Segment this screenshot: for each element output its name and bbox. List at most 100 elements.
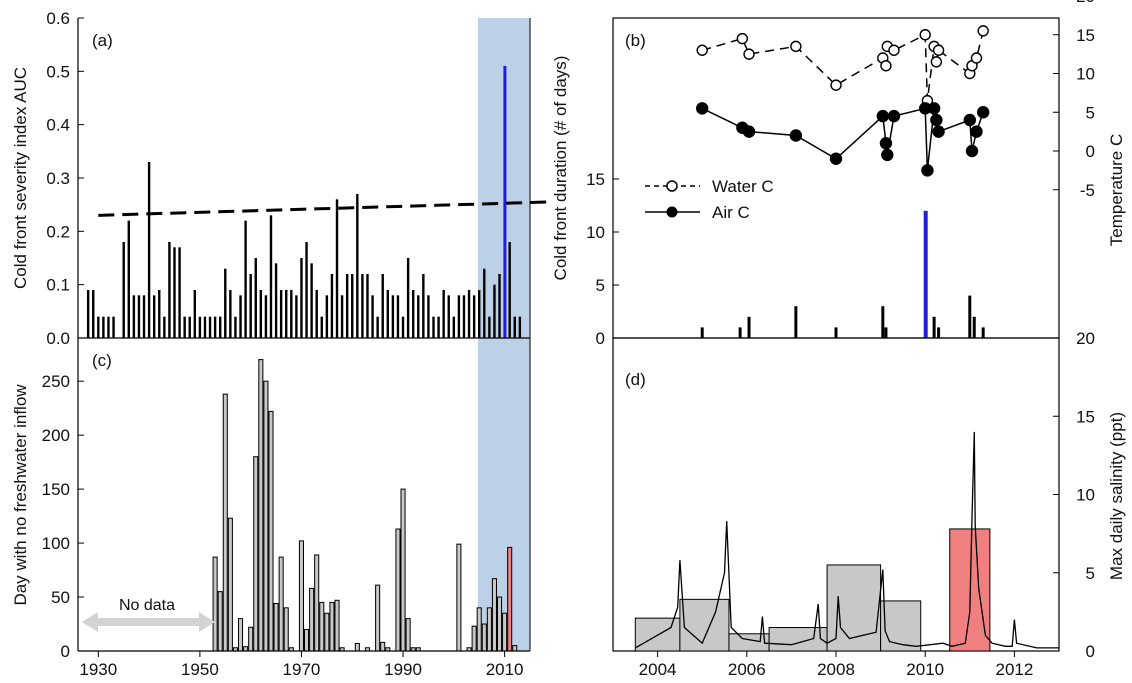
bar-a xyxy=(279,290,283,338)
bar-c xyxy=(456,543,462,652)
bar-a xyxy=(442,290,445,338)
bar-c xyxy=(278,556,284,652)
y-tick-label-c: 0 xyxy=(61,642,70,661)
bar-a xyxy=(345,274,349,338)
y-tick-label-c: 200 xyxy=(42,426,70,445)
bar-a xyxy=(92,290,95,338)
y-tick-label-c: 50 xyxy=(51,588,70,607)
bar-c xyxy=(491,578,497,652)
air-temp-point xyxy=(932,125,945,138)
x-tick-label-c: 1950 xyxy=(181,660,219,679)
bar-a xyxy=(457,295,461,338)
bar-a xyxy=(335,199,339,338)
water-temp-point xyxy=(930,56,943,68)
bar-c xyxy=(237,618,244,652)
y-tick-label-a: 0.0 xyxy=(46,329,70,348)
legend-label-air: Air C xyxy=(712,203,750,222)
bar-a xyxy=(193,290,197,338)
bar-a xyxy=(422,274,425,338)
bar-a xyxy=(406,258,410,338)
bar-a xyxy=(178,247,181,338)
y-tick-label-d: 10 xyxy=(1076,486,1095,505)
y-axis-label-d: Max daily salinity (ppt) xyxy=(1107,412,1126,580)
bar-a xyxy=(173,247,176,338)
y-tick-label-b-left: 10 xyxy=(586,223,605,242)
highlight-bar-b xyxy=(923,210,928,338)
no-data-arrow xyxy=(82,612,215,632)
bar-a xyxy=(401,316,405,338)
bar-a xyxy=(203,316,207,338)
bar-a xyxy=(259,290,263,338)
bar-c xyxy=(268,410,274,652)
bar-a xyxy=(340,295,344,338)
bar-a xyxy=(137,295,141,338)
bar-a xyxy=(391,295,395,338)
x-tick-label-d: 2008 xyxy=(817,660,855,679)
bar-a xyxy=(300,258,303,338)
y-tick-label-b-right: 10 xyxy=(1076,65,1095,84)
bar-a xyxy=(127,220,130,338)
bar-c xyxy=(471,625,477,652)
bar-a xyxy=(86,290,90,338)
y-tick-label-b-right: -5 xyxy=(1080,181,1095,200)
duration-bar xyxy=(794,306,798,338)
y-tick-label-a: 0.3 xyxy=(46,169,70,188)
water-temp-point xyxy=(790,40,802,53)
y-axis-label-a: Cold front severity index AUC xyxy=(11,67,30,289)
x-tick-label-d: 2004 xyxy=(639,660,677,679)
bar-c xyxy=(217,591,223,652)
y-tick-label-b-right: 0 xyxy=(1086,142,1095,161)
y-axis-label-b-left: Cold front duration (# of days) xyxy=(551,56,570,281)
bar-a xyxy=(269,215,273,338)
bar-a xyxy=(483,268,486,338)
water-temp-point xyxy=(830,79,842,91)
no-data-label: No data xyxy=(119,597,175,614)
air-temp-point xyxy=(930,113,943,127)
bar-a xyxy=(244,220,247,338)
bar-a xyxy=(356,194,359,338)
bar-a xyxy=(467,290,471,338)
duration-bar xyxy=(932,316,936,338)
duration-bar xyxy=(738,327,742,338)
bar-c xyxy=(496,596,503,652)
bar-d xyxy=(768,627,828,652)
water-temp-point xyxy=(888,44,900,56)
bar-c xyxy=(309,587,315,652)
y-tick-label-d: 15 xyxy=(1076,407,1095,426)
duration-bar xyxy=(747,316,751,338)
panel-b: 0 5 10 15 -5 0 5 10 15 20 (b) Cold front duratio… xyxy=(551,0,1126,348)
bar-a xyxy=(102,316,105,338)
y-tick-label-c: 100 xyxy=(42,534,70,553)
bar-a xyxy=(366,274,369,338)
bar-c xyxy=(324,612,330,652)
legend-b: Water C Air C xyxy=(645,177,774,222)
legend-label-water: Water C xyxy=(712,177,774,196)
y-tick-label-a: 0.1 xyxy=(46,276,70,295)
salinity-line xyxy=(634,431,1059,649)
bar-c xyxy=(212,556,218,652)
bar-a xyxy=(285,290,288,338)
y-tick-label-b-left: 0 xyxy=(596,329,605,348)
duration-bar xyxy=(881,306,885,338)
bar-a xyxy=(239,295,242,338)
y-tick-label-b-right: 5 xyxy=(1086,103,1095,122)
bar-c xyxy=(258,359,264,652)
bar-a xyxy=(213,316,217,338)
water-temp-point xyxy=(743,48,755,60)
y-tick-label-a: 0.4 xyxy=(46,116,70,135)
bar-c xyxy=(400,488,406,652)
bar-a xyxy=(219,316,222,338)
bar-a xyxy=(325,295,329,338)
y-axis-label-c: Day with no freshwater inflow xyxy=(11,384,30,606)
bar-c xyxy=(283,607,289,652)
bar-a xyxy=(112,316,115,338)
bar-c xyxy=(227,517,233,652)
bar-a xyxy=(472,295,476,338)
duration-bar xyxy=(937,327,941,338)
air-temp-point xyxy=(876,109,890,123)
bar-a xyxy=(381,274,384,338)
water-temp-line xyxy=(701,30,984,101)
bar-a xyxy=(249,274,252,338)
bar-a xyxy=(351,274,354,338)
bar-a xyxy=(295,295,298,338)
